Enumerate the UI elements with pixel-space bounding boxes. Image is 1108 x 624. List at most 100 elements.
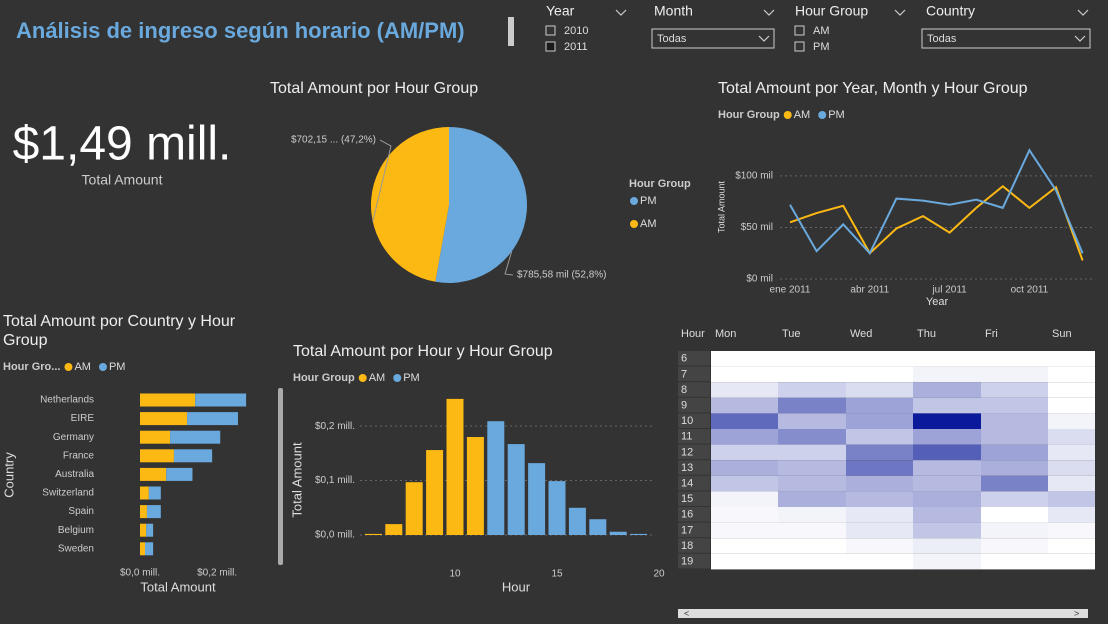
heat-cell [1048,351,1095,367]
slicer-title: Hour Group [795,3,868,19]
column-label: Mon [715,328,736,340]
slicer-option[interactable]: 2010 [564,25,588,37]
heat-cell [913,413,981,429]
bar [609,531,627,535]
data-label: $785,58 mil (52,8%) [517,270,607,281]
heat-cell [846,444,913,461]
legend-title: Hour Group [293,372,355,384]
row-label-bg [678,366,710,382]
chevron[interactable] [615,9,627,16]
heat-cell [846,538,913,554]
x-axis-label: Total Amount [140,579,216,594]
dropdown-value[interactable]: Todas [927,33,957,45]
x-tick-label: oct 2011 [1011,285,1049,296]
y-tick-label: Sweden [58,543,94,554]
heat-cell [1048,397,1095,414]
y-tick-label: Belgium [58,525,94,536]
column-label: Fri [985,328,998,340]
heat-cell [846,397,913,414]
chevron[interactable] [1074,35,1086,42]
slicer-option[interactable]: PM [813,41,830,53]
pie-slice [370,127,449,282]
bar [140,505,147,519]
h-scrollbar[interactable] [678,609,1088,618]
heat-cell [778,460,846,476]
legend-title: Hour Group [718,109,780,121]
slicer-option[interactable]: AM [813,25,830,37]
divider [508,17,514,46]
bar [385,524,403,535]
bar [466,437,484,535]
slicer-option[interactable]: 2011 [564,41,588,53]
x-tick-label: $0,0 mill. [120,568,160,579]
scrollbar[interactable] [278,388,283,565]
chevron[interactable] [758,35,770,42]
y-axis-label: Country [1,452,16,498]
y-axis-label: Total Amount [289,442,304,518]
row-label-bg [678,538,710,553]
checkbox[interactable] [545,41,556,52]
legend-label: PM [828,109,845,121]
bar [568,507,586,535]
bar [364,533,382,535]
heat-cell [778,366,846,383]
scroll-left[interactable]: < [684,608,689,618]
kpi-value: $1,49 mill. [13,118,232,171]
heat-cell [1048,538,1095,554]
legend-dot [630,197,638,205]
dropdown[interactable] [651,28,775,49]
x-tick-label: jul 2011 [931,285,967,296]
row-label-bg [678,429,710,444]
heat-cell [1048,553,1095,570]
chevron[interactable] [763,9,775,16]
legend-label: AM [640,218,657,230]
row-label-bg [678,460,710,475]
slicer-title: Country [926,3,975,19]
heat-cell [846,382,913,398]
bar [166,467,193,481]
dropdown-value[interactable]: Todas [657,33,687,45]
scroll-right[interactable]: > [1074,608,1079,618]
y-tick-label: $0 mil [746,274,773,285]
row-label-bg [678,351,710,366]
row-label: 9 [681,400,687,412]
heat-cell [778,413,846,429]
column-label: Sun [1052,328,1072,340]
heat-cell [711,429,778,445]
row-label-bg [678,397,710,413]
heat-cell [913,475,981,492]
row-label-bg [678,553,710,569]
heat-cell [778,397,846,414]
chevron[interactable] [894,9,906,16]
bar [487,421,505,535]
y-tick-label: $100 mil [735,171,773,182]
bar [548,481,566,535]
dropdown[interactable] [921,28,1091,49]
line-series [789,148,1084,255]
checkbox[interactable] [545,25,556,36]
legend-dot [630,220,638,228]
y-tick-label: France [63,450,95,461]
heat-cell [778,491,846,507]
row-label: 16 [681,509,693,521]
heat-cell [981,507,1048,523]
legend-dot [393,374,402,382]
checkbox[interactable] [794,41,805,52]
heat-cell [1048,460,1095,476]
heat-cell [1048,522,1095,539]
chevron[interactable] [1077,9,1089,16]
heat-cell [778,538,846,554]
heat-cell [913,538,981,554]
row-label: 18 [681,540,693,552]
checkbox[interactable] [794,25,805,36]
chart-title: Total Amount por Hour Group [270,80,478,97]
heat-cell [778,553,846,570]
chart-title: Total Amount por Country y Hour Group [3,313,236,349]
chart-title-box: Total Amount por Country y Hour Group [3,313,236,349]
heat-cell [711,507,778,523]
row-label: 13 [681,462,693,474]
chart-title: Total Amount por Hour y Hour Group [293,343,553,360]
heat-cell [981,351,1048,367]
heat-cell [981,538,1048,554]
